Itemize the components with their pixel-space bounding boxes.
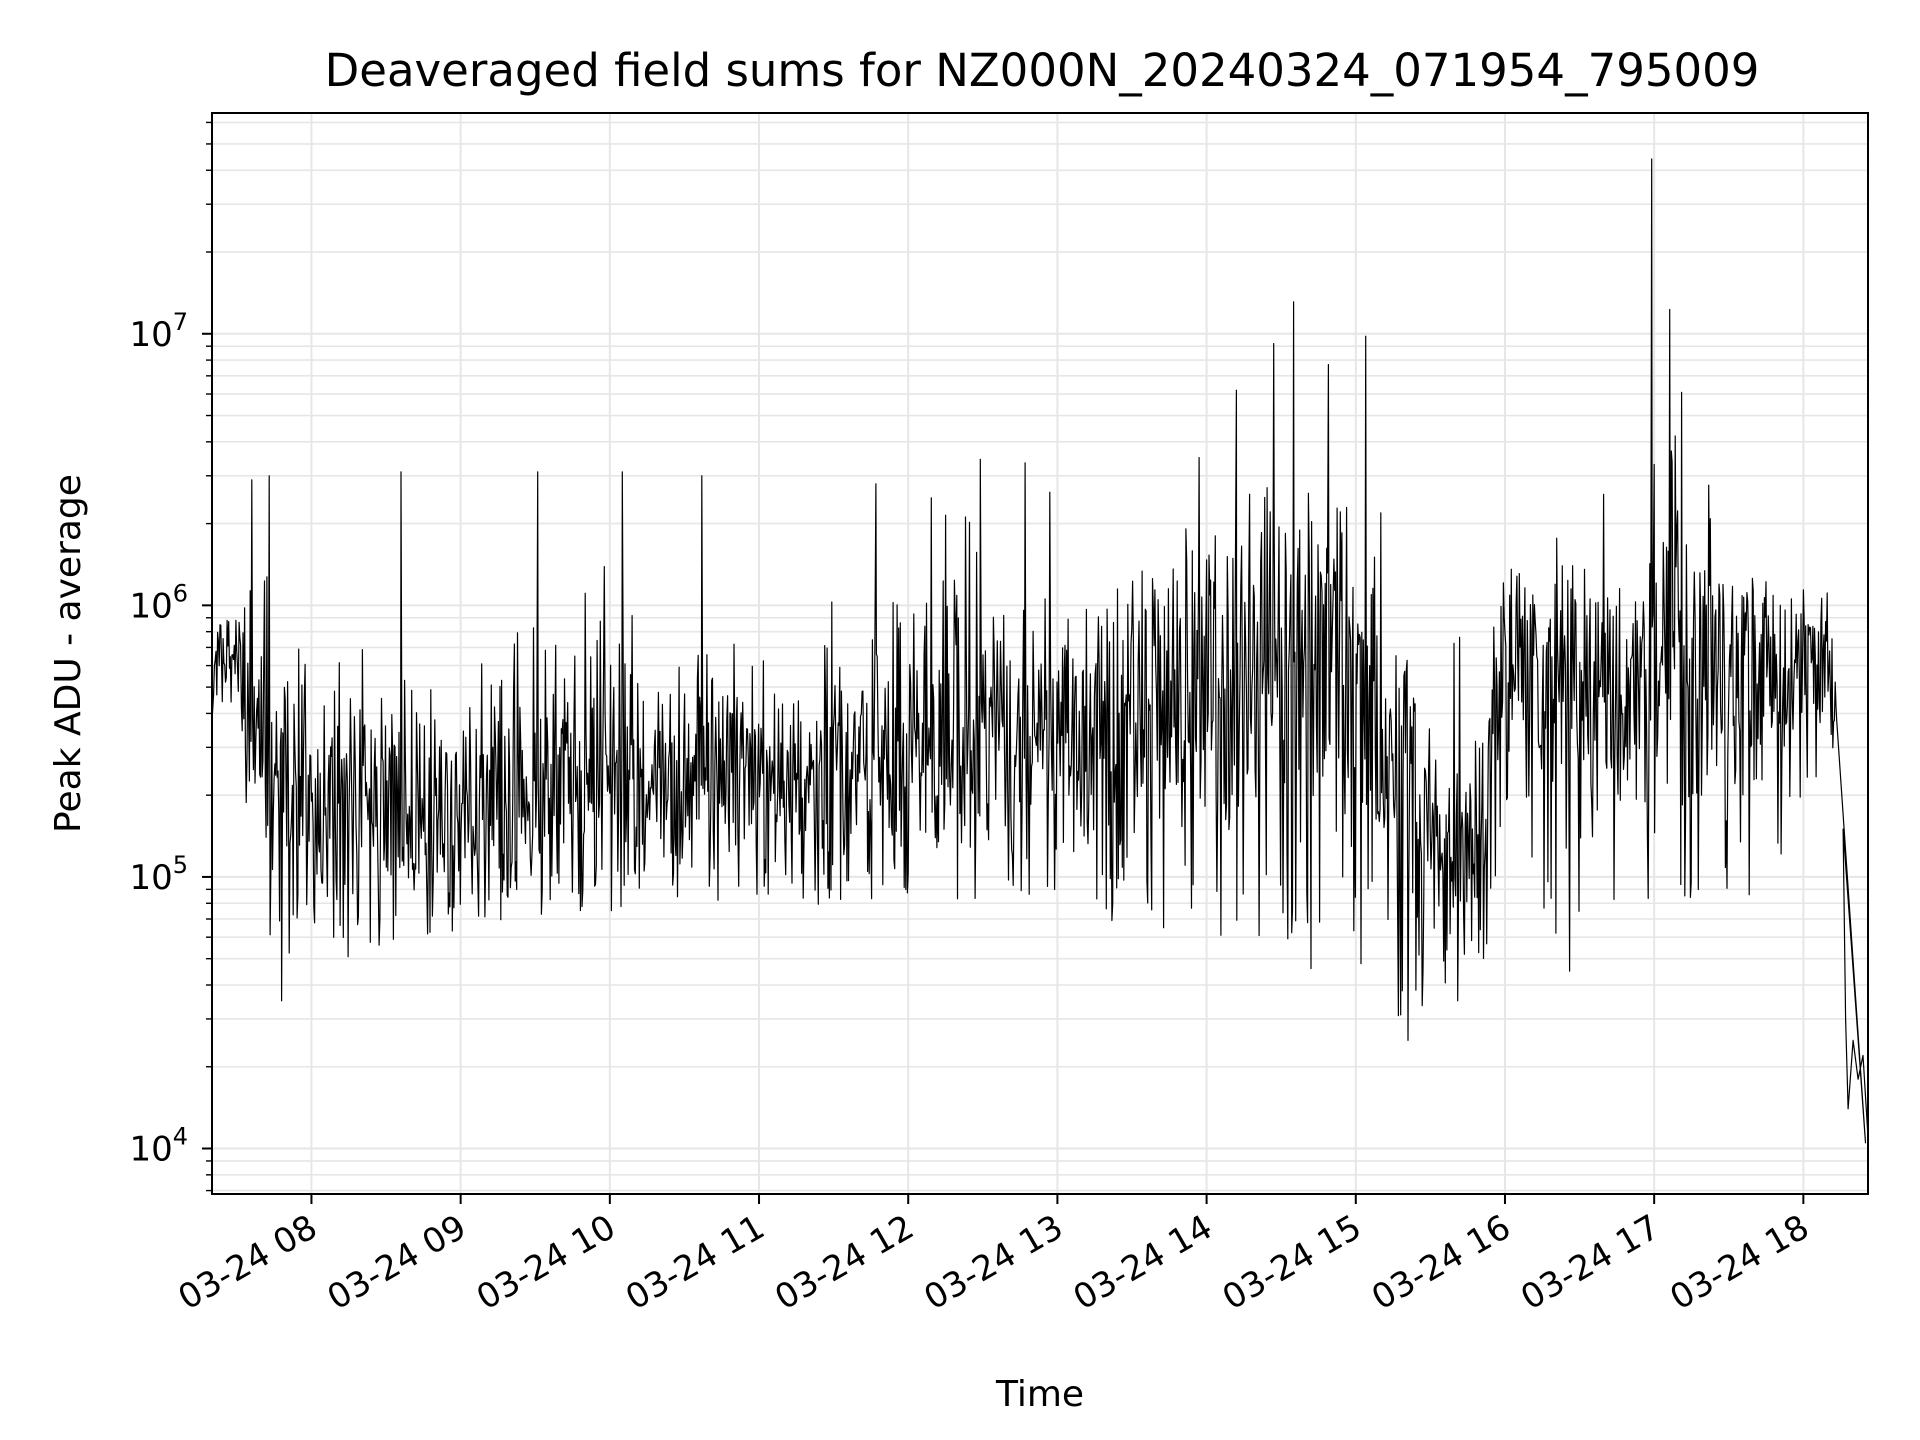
x-tick-label: 03-24 10: [470, 1207, 622, 1318]
y-axis-label: Peak ADU - average: [48, 474, 89, 833]
plot-frame: [211, 112, 1869, 1195]
x-tick-label: 03-24 13: [918, 1207, 1070, 1318]
x-tick-label: 03-24 09: [321, 1207, 473, 1318]
chart-title: Deaveraged field sums for NZ000N_2024032…: [325, 44, 1760, 97]
x-tick-label: 03-24 14: [1067, 1207, 1219, 1318]
x-tick-label: 03-24 17: [1514, 1207, 1666, 1318]
y-tick-label: 104: [129, 1123, 188, 1170]
x-tick-label: 03-24 08: [172, 1207, 324, 1318]
data-line: [211, 158, 1869, 1144]
x-tick-label: 03-24 15: [1216, 1207, 1368, 1318]
data-series: [211, 158, 1869, 1144]
x-tick-label: 03-24 18: [1663, 1207, 1815, 1318]
y-tick-label: 107: [129, 308, 188, 355]
grid: [212, 113, 1868, 1194]
x-tick-label: 03-24 11: [619, 1207, 771, 1318]
y-tick-label: 106: [129, 579, 188, 626]
x-axis-label: Time: [995, 1374, 1084, 1415]
x-tick-label: 03-24 16: [1365, 1207, 1517, 1318]
x-tick-label: 03-24 12: [768, 1207, 920, 1318]
y-tick-label: 105: [129, 851, 188, 898]
